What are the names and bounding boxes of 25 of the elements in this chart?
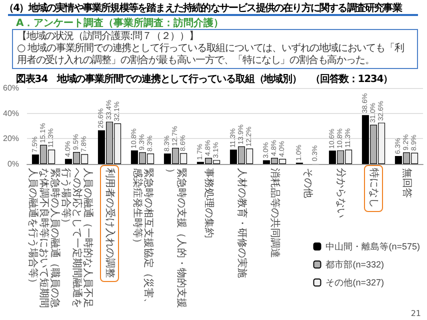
- x-tick-label: 緊急時の支援（人的・物的支援）: [164, 168, 188, 308]
- x-tick-label: その他: [302, 168, 314, 198]
- text: 21: [410, 309, 421, 318]
- x-tick-label: 事務処理の集約: [203, 168, 216, 238]
- x-tick-label: 無回答: [401, 168, 413, 198]
- x-tick-label: 緊急時の人員の融通（職員の急な体調不良時等において短期間人員の融通を行う場合等）: [27, 168, 62, 308]
- text: A．アンケート調査（事業所調査：訪問介護）: [16, 16, 224, 30]
- chart-subtitle: 図表34 地域の事業所間での連携として行っている取組（地域別） （回答数：1234）: [16, 72, 393, 85]
- x-tick-label: 利用者の受け入れの調整: [104, 168, 116, 278]
- y-tick-label: 40%: [2, 108, 20, 118]
- y-tick-label: 60%: [2, 84, 20, 92]
- x-tick-label: 緊急時の相互支援協定（災害、感染症発生時等）: [132, 168, 155, 308]
- x-tick-label: 人員の融通（一時的な人員不足への対応として一定期間融通を行う場合等）: [60, 168, 94, 308]
- x-tick-label: 消耗品等の共同調達: [269, 168, 282, 258]
- text: 【地域の状況（訪問介護票:問７（２））】: [17, 31, 200, 42]
- x-tick-label: 特になし: [368, 168, 380, 208]
- legend-label: 中山間・離島等(n=575): [326, 242, 420, 252]
- legend-label: 都市部(n=332): [326, 260, 384, 270]
- chart-title: （4）地域の実情や事業所規模等を踏まえた持続的なサービス提供の在り方に関する調査研究事業: [4, 1, 402, 15]
- x-tick-label: 人材の教育・研修の実施: [236, 168, 248, 278]
- x-tick-label: 分からない: [335, 168, 347, 218]
- legend-label: その他(n=327): [326, 278, 384, 288]
- y-tick-label: 0%: [7, 160, 20, 168]
- text: ○ 地域の事業所間での連携として行っている取組については、いずれの地域においても「利用者の受け入れの調整」の割合が最も高い一方で、「特になし」の割合も高かった。: [17, 43, 405, 67]
- y-tick-label: 20%: [2, 134, 20, 144]
